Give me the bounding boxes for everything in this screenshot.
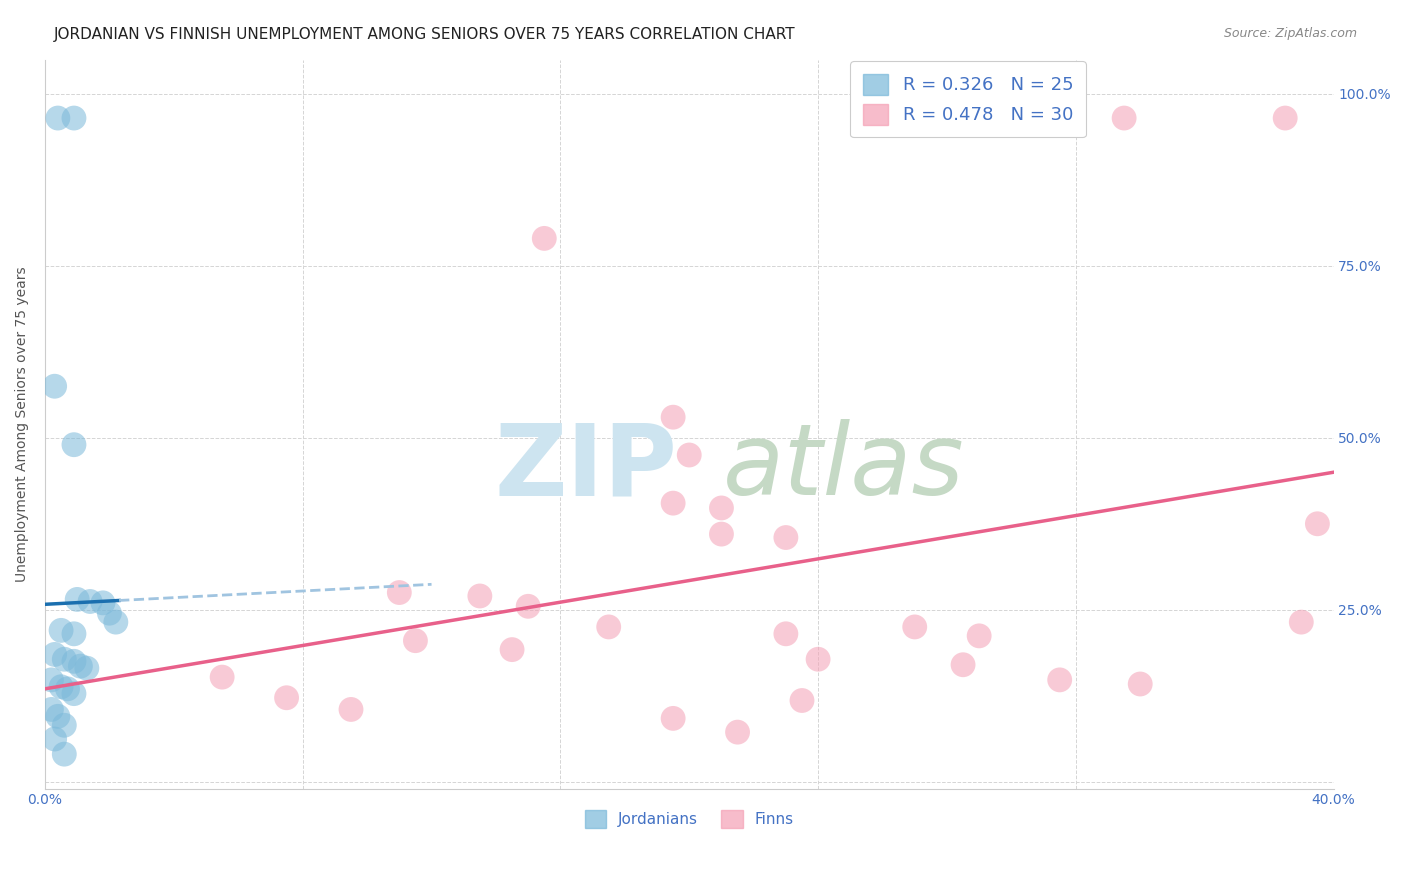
Point xyxy=(517,599,540,614)
Text: atlas: atlas xyxy=(723,419,965,516)
Point xyxy=(404,633,426,648)
Legend: Jordanians, Finns: Jordanians, Finns xyxy=(576,803,801,836)
Point xyxy=(44,648,66,662)
Point xyxy=(340,702,363,716)
Point xyxy=(468,589,491,603)
Point xyxy=(276,690,298,705)
Point xyxy=(598,620,620,634)
Point xyxy=(1049,673,1071,687)
Point xyxy=(1274,111,1296,125)
Point xyxy=(63,111,86,125)
Point xyxy=(56,681,79,696)
Point xyxy=(1291,615,1313,629)
Point xyxy=(533,231,555,245)
Point xyxy=(662,711,685,725)
Point xyxy=(952,657,974,672)
Point xyxy=(1114,111,1136,125)
Point xyxy=(104,615,127,629)
Point xyxy=(1129,677,1152,691)
Point xyxy=(388,585,411,599)
Point xyxy=(710,500,733,515)
Point xyxy=(211,670,233,684)
Point xyxy=(63,627,86,641)
Point xyxy=(53,652,76,666)
Point xyxy=(807,652,830,666)
Point xyxy=(678,448,700,462)
Point xyxy=(91,596,114,610)
Point xyxy=(967,629,990,643)
Text: JORDANIAN VS FINNISH UNEMPLOYMENT AMONG SENIORS OVER 75 YEARS CORRELATION CHART: JORDANIAN VS FINNISH UNEMPLOYMENT AMONG … xyxy=(53,27,794,42)
Point xyxy=(904,620,927,634)
Point xyxy=(46,111,69,125)
Point xyxy=(710,527,733,541)
Point xyxy=(775,531,797,545)
Point xyxy=(41,673,63,687)
Point xyxy=(63,687,86,701)
Point xyxy=(662,496,685,510)
Point xyxy=(790,693,813,707)
Text: ZIP: ZIP xyxy=(495,419,678,516)
Point xyxy=(79,594,101,608)
Text: Source: ZipAtlas.com: Source: ZipAtlas.com xyxy=(1223,27,1357,40)
Point xyxy=(41,702,63,716)
Point xyxy=(1306,516,1329,531)
Point xyxy=(46,709,69,723)
Point xyxy=(662,410,685,425)
Point xyxy=(53,747,76,761)
Point xyxy=(76,661,98,675)
Point xyxy=(49,624,72,638)
Point xyxy=(775,627,797,641)
Point xyxy=(727,725,749,739)
Point xyxy=(66,592,89,607)
Y-axis label: Unemployment Among Seniors over 75 years: Unemployment Among Seniors over 75 years xyxy=(15,266,30,582)
Point xyxy=(44,379,66,393)
Point xyxy=(63,438,86,452)
Point xyxy=(53,718,76,732)
Point xyxy=(63,654,86,668)
Point xyxy=(501,642,523,657)
Point xyxy=(44,731,66,746)
Point xyxy=(49,680,72,694)
Point xyxy=(69,659,91,673)
Point xyxy=(98,606,121,620)
